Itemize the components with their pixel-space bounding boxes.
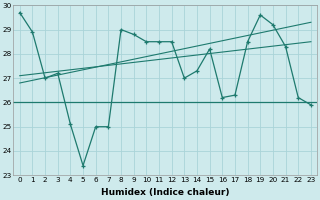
X-axis label: Humidex (Indice chaleur): Humidex (Indice chaleur)	[101, 188, 229, 197]
